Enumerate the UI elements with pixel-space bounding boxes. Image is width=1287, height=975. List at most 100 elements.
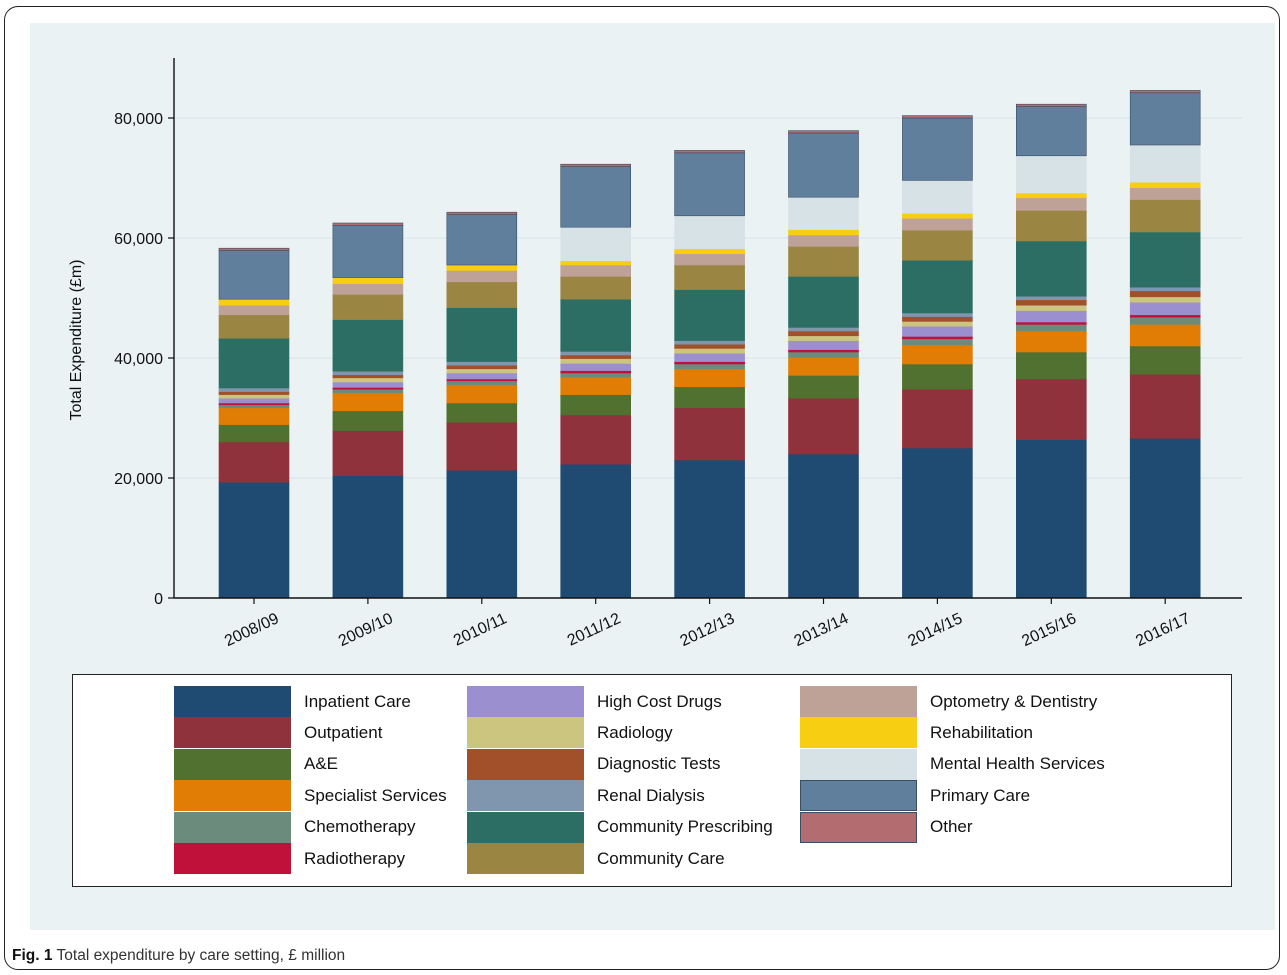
bar-segment — [788, 330, 859, 337]
legend-item: High Cost Drugs — [467, 686, 722, 717]
x-tick-label: 2010/11 — [451, 610, 510, 649]
bar-segment — [560, 372, 632, 378]
legend-item: Mental Health Services — [800, 748, 1105, 780]
bar-segment — [902, 325, 973, 337]
bar-segment — [560, 298, 632, 352]
caption-text: Total expenditure by care setting, £ mil… — [56, 947, 346, 964]
legend-swatch — [174, 843, 291, 874]
bar-segment — [560, 376, 632, 395]
bar-segment — [902, 316, 973, 322]
legend-item: Renal Dialysis — [467, 780, 705, 812]
bar-segment — [788, 196, 859, 230]
x-tick-label: 2015/16 — [1019, 610, 1079, 650]
bar-segment — [446, 307, 518, 362]
bar-segment — [674, 150, 745, 154]
bar-segment — [902, 259, 973, 314]
bar-segment — [788, 335, 859, 341]
legend-label: A&E — [304, 754, 339, 774]
bar-segment — [332, 277, 404, 284]
bar-segment — [788, 375, 859, 399]
bar-segment — [332, 283, 404, 295]
bar-segment — [560, 226, 632, 262]
bar-segment — [902, 115, 973, 119]
bar-segment — [1129, 373, 1201, 439]
bar-segment — [332, 319, 404, 372]
bar-segment — [1129, 296, 1201, 303]
legend-swatch — [467, 717, 584, 749]
bars — [218, 90, 1201, 599]
bar-segment — [1015, 351, 1087, 380]
bar-segment — [218, 397, 290, 404]
bar-segment — [1015, 197, 1087, 211]
legend-swatch — [174, 686, 291, 717]
bar-segment — [1015, 240, 1087, 297]
legend-swatch — [467, 780, 584, 812]
bar-segment — [1015, 321, 1087, 325]
bar-segment — [332, 225, 404, 278]
bar-segment — [674, 352, 745, 362]
bar-segment — [674, 407, 745, 461]
legend-item: Specialist Services — [174, 780, 447, 812]
bar-segment — [902, 321, 973, 327]
bar-segment — [788, 276, 859, 328]
legend-item: Outpatient — [174, 717, 382, 749]
legend-label: High Cost Drugs — [597, 691, 722, 711]
bar-segment — [1129, 90, 1201, 94]
bar-segment — [446, 214, 518, 266]
bar-segment — [218, 337, 290, 389]
legend-item: Radiotherapy — [174, 843, 405, 874]
bar-segment — [902, 363, 973, 390]
bar-segment — [218, 481, 290, 599]
bar-segment — [1129, 314, 1201, 318]
legend-item: Rehabilitation — [800, 717, 1034, 749]
bar-segment — [332, 410, 404, 431]
bar-segment — [674, 289, 745, 341]
legend-swatch — [174, 748, 291, 780]
bar-segment — [1129, 438, 1201, 599]
x-tick-label: 2008/09 — [222, 610, 282, 650]
bar-segment — [1015, 210, 1087, 242]
bar-segment — [674, 152, 745, 217]
legend-label: Other — [930, 817, 973, 837]
legend-swatch — [174, 811, 291, 843]
bar-segment — [560, 358, 632, 364]
legend-label: Mental Health Services — [930, 754, 1105, 774]
legend-label: Inpatient Care — [304, 691, 411, 711]
bar-segment — [902, 213, 973, 219]
bar-segment — [218, 407, 290, 425]
bar-segment — [788, 246, 859, 277]
bar-segment — [446, 421, 518, 471]
legend-swatch — [800, 811, 917, 843]
x-tick-label: 2014/15 — [905, 610, 965, 650]
y-tick-label: 60,000 — [114, 231, 163, 248]
legend-swatch — [800, 686, 917, 717]
bar-segment — [1015, 103, 1087, 107]
legend-label: Rehabilitation — [930, 722, 1034, 742]
bar-segment — [218, 298, 290, 306]
legend-label: Community Care — [597, 848, 725, 868]
bar-segment — [1015, 304, 1087, 311]
bar-segment — [446, 264, 518, 271]
legend-item: Primary Care — [800, 780, 1030, 812]
bar-segment — [332, 222, 404, 226]
legend-item: Inpatient Care — [174, 686, 411, 717]
bar-segment — [332, 475, 404, 599]
bar-segment — [1015, 324, 1087, 332]
bar-segment — [674, 215, 745, 250]
bar-segment — [1129, 345, 1201, 375]
bar-segment — [446, 361, 518, 366]
bar-segment — [332, 381, 404, 388]
bar-segment — [446, 368, 518, 374]
bar-segment — [788, 351, 859, 358]
bar-segment — [218, 394, 290, 399]
bar-segment — [332, 388, 404, 394]
x-tick-label: 2013/14 — [792, 610, 852, 650]
bar-segment — [560, 463, 632, 599]
bar-segment — [788, 229, 859, 236]
legend-label: Chemotherapy — [304, 817, 416, 837]
bar-segment — [674, 348, 745, 354]
bar-segment — [1015, 155, 1087, 194]
y-tick-label: 0 — [154, 591, 163, 608]
bar-segment — [674, 459, 745, 599]
